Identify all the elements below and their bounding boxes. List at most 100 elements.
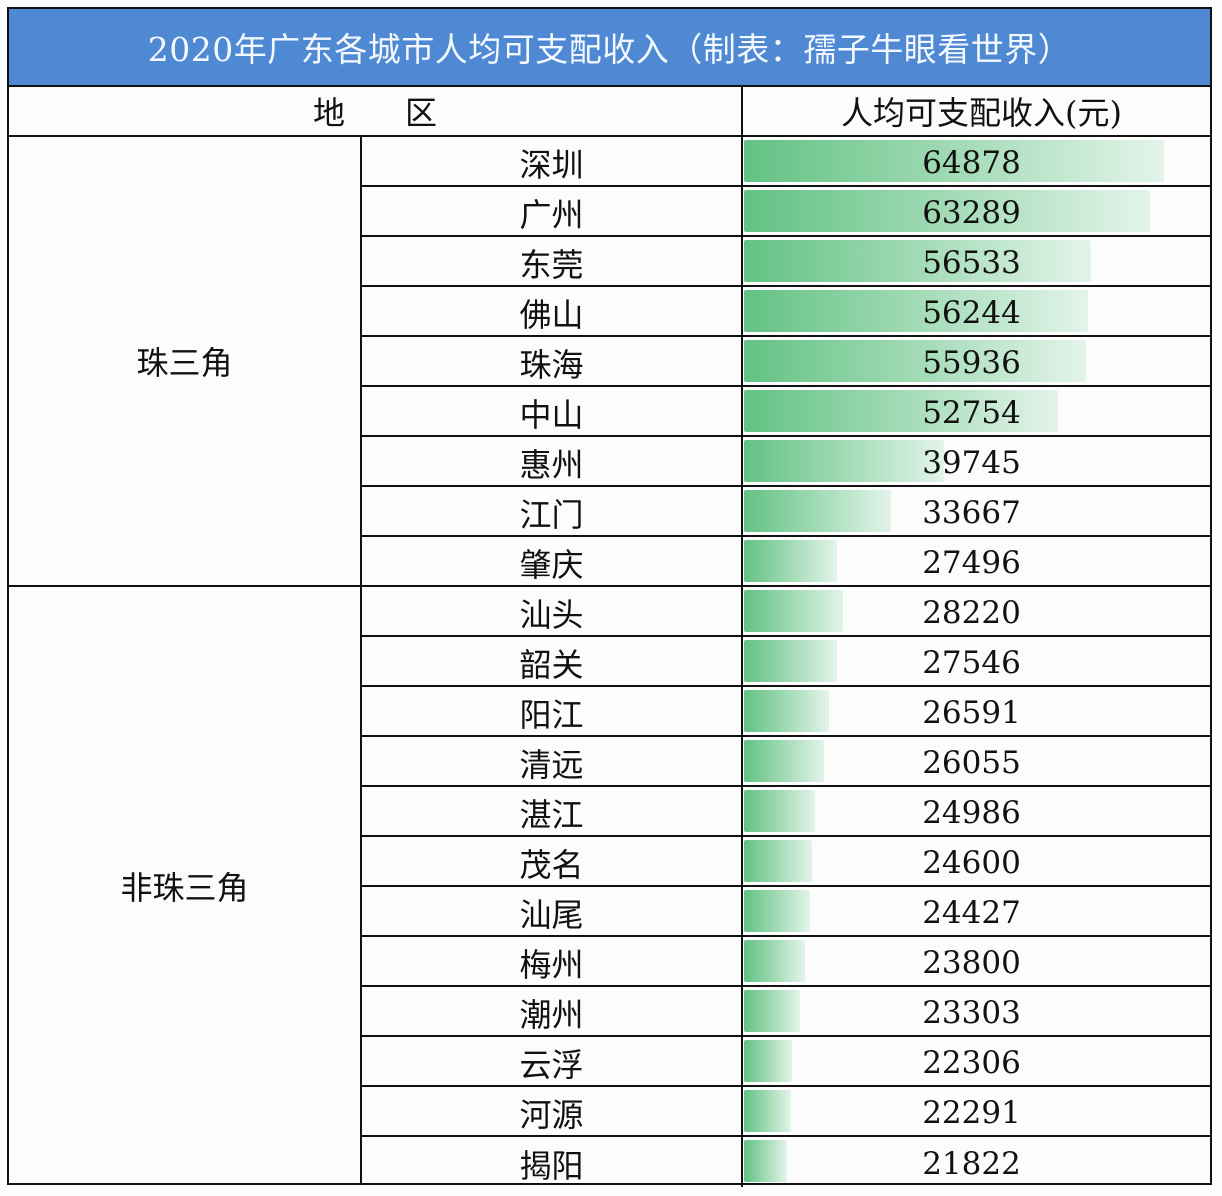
data-bar [744, 640, 837, 682]
income-value: 24600 [922, 845, 1021, 881]
header-region: 地区 [9, 87, 743, 137]
income-cell: 22291 [743, 1087, 1210, 1135]
table-row: 肇庆 27496 [362, 537, 1210, 587]
income-cell: 23303 [743, 987, 1210, 1035]
city-name: 揭阳 [362, 1137, 743, 1187]
data-bar [744, 540, 837, 582]
city-name: 韶关 [362, 637, 743, 685]
data-bar [744, 440, 944, 482]
table-row: 揭阳 21822 [362, 1137, 1210, 1187]
data-bar [744, 690, 829, 732]
income-cell: 56244 [743, 287, 1210, 335]
table-row: 珠海 55936 [362, 337, 1210, 387]
table-row: 广州 63289 [362, 187, 1210, 237]
income-value: 27546 [922, 645, 1021, 681]
income-cell: 28220 [743, 587, 1210, 635]
table-row: 深圳 64878 [362, 137, 1210, 187]
income-cell: 64878 [743, 137, 1210, 185]
income-cell: 24427 [743, 887, 1210, 935]
income-cell: 39745 [743, 437, 1210, 485]
city-name: 肇庆 [362, 537, 743, 585]
data-bar [744, 390, 1058, 432]
table-row: 东莞 56533 [362, 237, 1210, 287]
income-value: 55936 [922, 345, 1021, 381]
city-name: 惠州 [362, 437, 743, 485]
city-name: 广州 [362, 187, 743, 235]
data-bar [744, 140, 1164, 182]
city-name: 潮州 [362, 987, 743, 1035]
income-value: 27496 [922, 545, 1021, 581]
city-name: 清远 [362, 737, 743, 785]
table-row: 潮州 23303 [362, 987, 1210, 1037]
table-row: 阳江 26591 [362, 687, 1210, 737]
city-name: 湛江 [362, 787, 743, 835]
table-row: 汕尾 24427 [362, 887, 1210, 937]
header-income: 人均可支配收入(元) [743, 87, 1210, 137]
income-value: 23303 [922, 995, 1021, 1031]
city-name: 河源 [362, 1087, 743, 1135]
table-row: 云浮 22306 [362, 1037, 1210, 1087]
income-value: 64878 [922, 145, 1021, 181]
data-bar [744, 890, 810, 932]
data-bar [744, 840, 812, 882]
income-value: 63289 [922, 195, 1021, 231]
data-bar [744, 940, 805, 982]
data-bar [744, 790, 815, 832]
table-row: 汕头 28220 [362, 587, 1210, 637]
data-bar [744, 190, 1150, 232]
income-value: 28220 [922, 595, 1021, 631]
income-value: 23800 [922, 945, 1021, 981]
table-row: 茂名 24600 [362, 837, 1210, 887]
income-cell: 24600 [743, 837, 1210, 885]
income-cell: 21822 [743, 1137, 1210, 1187]
data-bar [744, 1040, 792, 1082]
table-row: 佛山 56244 [362, 287, 1210, 337]
data-bar [744, 990, 800, 1032]
income-cell: 52754 [743, 387, 1210, 435]
income-value: 52754 [922, 395, 1021, 431]
city-rows: 深圳 64878 广州 63289 东莞 56533 佛山 56244 珠海 55936 中山 527… [362, 137, 1210, 1187]
income-cell: 26591 [743, 687, 1210, 735]
income-value: 21822 [922, 1146, 1021, 1182]
city-name: 茂名 [362, 837, 743, 885]
city-name: 阳江 [362, 687, 743, 735]
income-cell: 63289 [743, 187, 1210, 235]
table-row: 梅州 23800 [362, 937, 1210, 987]
table-row: 韶关 27546 [362, 637, 1210, 687]
city-name: 珠海 [362, 337, 743, 385]
income-value: 24986 [922, 795, 1021, 831]
city-name: 中山 [362, 387, 743, 435]
group-label: 非珠三角 [120, 869, 249, 907]
income-value: 26055 [922, 745, 1021, 781]
group-label: 珠三角 [136, 344, 233, 382]
data-bar [744, 240, 1091, 282]
income-cell: 26055 [743, 737, 1210, 785]
city-name: 云浮 [362, 1037, 743, 1085]
table-title: 2020年广东各城市人均可支配收入（制表：孺子牛眼看世界） [9, 9, 1210, 87]
income-cell: 27496 [743, 537, 1210, 585]
city-name: 汕头 [362, 587, 743, 635]
income-cell: 56533 [743, 237, 1210, 285]
group-pearl-river-delta: 珠三角 [9, 137, 362, 587]
income-value: 33667 [922, 495, 1021, 531]
income-value: 22291 [922, 1095, 1021, 1131]
income-cell: 55936 [743, 337, 1210, 385]
table-row: 河源 22291 [362, 1087, 1210, 1137]
table-row: 江门 33667 [362, 487, 1210, 537]
income-cell: 24986 [743, 787, 1210, 835]
income-table: 2020年广东各城市人均可支配收入（制表：孺子牛眼看世界） 地区 人均可支配收入… [7, 7, 1212, 1187]
table-row: 湛江 24986 [362, 787, 1210, 837]
income-value: 56244 [922, 295, 1021, 331]
city-name: 东莞 [362, 237, 743, 285]
income-value: 56533 [922, 245, 1021, 281]
income-cell: 22306 [743, 1037, 1210, 1085]
group-non-pearl-river-delta: 非珠三角 [9, 587, 362, 1185]
income-value: 39745 [922, 445, 1021, 481]
income-cell: 23800 [743, 937, 1210, 985]
data-bar [744, 740, 824, 782]
data-bar [744, 1090, 791, 1132]
income-value: 24427 [922, 895, 1021, 931]
income-cell: 33667 [743, 487, 1210, 535]
city-name: 佛山 [362, 287, 743, 335]
city-name: 汕尾 [362, 887, 743, 935]
